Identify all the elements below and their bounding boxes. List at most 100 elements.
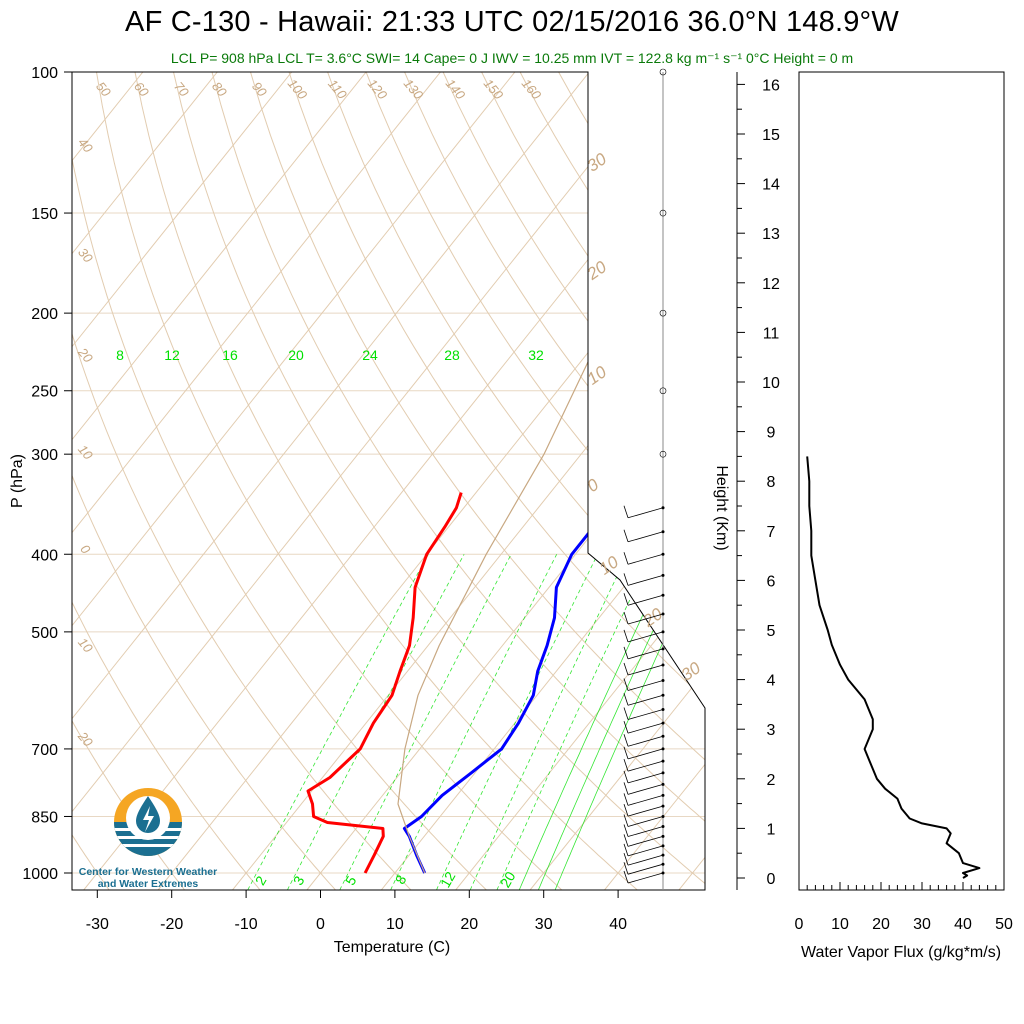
- theta-top-label: 100: [285, 76, 311, 103]
- wind-barb-feather: [623, 814, 629, 827]
- wind-barb: [627, 574, 664, 586]
- wind-barb-feather: [623, 870, 629, 884]
- wind-barb-feather: [623, 593, 629, 606]
- wind-barb-dot: [661, 721, 665, 725]
- height-tick-label: 8: [767, 474, 776, 491]
- wind-barb: [627, 507, 664, 519]
- theta-top-label: 50: [93, 79, 114, 100]
- dry-adiabat-line: [72, 72, 487, 890]
- theta-top-label: 80: [209, 79, 230, 100]
- height-tick-label: 13: [762, 226, 780, 243]
- theta-left-label: 10: [75, 442, 96, 463]
- x-axis-label: Temperature (C): [334, 939, 450, 956]
- y-tick-label: 850: [31, 809, 58, 826]
- wind-barb: [627, 835, 664, 847]
- wind-barb-dot: [661, 678, 665, 682]
- isotherm-line: [72, 72, 590, 890]
- flux-tick-label: 50: [995, 916, 1013, 933]
- theta-left-label: 0: [77, 542, 94, 558]
- isotherm-line: [604, 72, 705, 890]
- mixing-ratio-bottom-label: 12: [437, 869, 459, 891]
- theta-top-label: 120: [365, 76, 391, 103]
- wind-barb: [627, 863, 664, 875]
- wind-barb: [627, 694, 664, 706]
- wind-barb-dot: [661, 853, 665, 857]
- wind-barbs: [623, 68, 667, 884]
- wind-barb-dot: [661, 530, 665, 534]
- wind-barb-dot: [661, 862, 665, 866]
- theta-e-right-label: 10: [596, 552, 623, 579]
- dry-adiabat-line: [250, 72, 705, 890]
- wind-barb-feather: [623, 843, 629, 857]
- height-tick-label: 12: [762, 276, 780, 293]
- wind-barb-feather: [623, 629, 629, 643]
- theta-top-label: 150: [481, 76, 507, 103]
- wind-barb-feather: [623, 611, 629, 625]
- mixing-ratio-bottom-label: 5: [342, 873, 360, 888]
- flux-frame: [798, 71, 1005, 891]
- dry-adiabat-line: [288, 72, 705, 890]
- theta-top-label: 70: [171, 79, 192, 100]
- wind-barb-dot: [661, 506, 665, 510]
- dry-adiabat-line: [72, 72, 261, 890]
- calm-wind-circle: [659, 387, 667, 395]
- mixing-ratio-label: 20: [288, 347, 304, 363]
- calm-wind-circle: [659, 450, 667, 458]
- isotherm-line: [306, 72, 705, 890]
- y-tick-label: 1000: [22, 866, 58, 883]
- height-tick-label: 9: [767, 425, 776, 442]
- x-tick-label: -30: [86, 916, 109, 933]
- wind-barb-dot: [661, 814, 665, 818]
- height-tick-label: 16: [762, 77, 780, 94]
- wind-barb-feather: [623, 693, 629, 706]
- wind-barb-dot: [661, 825, 665, 829]
- mixing-ratio-bottom-label: 8: [392, 872, 410, 887]
- dry-adiabat-line: [635, 72, 705, 890]
- isotherm-line: [72, 72, 218, 890]
- wind-barb: [627, 709, 664, 720]
- wind-barb-feather: [623, 646, 629, 659]
- mixing-ratio-line: [339, 554, 512, 890]
- dry-adiabat-line: [442, 72, 705, 890]
- wind-barb: [627, 680, 664, 691]
- wind-barb-feather: [623, 662, 629, 676]
- isotherm-line: [529, 72, 705, 890]
- x-tick-label: 30: [535, 916, 553, 933]
- wind-barb: [627, 783, 664, 795]
- wind-barb-dot: [661, 793, 665, 797]
- theta-top-label: 60: [131, 79, 152, 100]
- theta-top-label: 90: [249, 79, 270, 100]
- flux-tick-label: 0: [795, 916, 804, 933]
- skewt-profiles: [306, 72, 705, 874]
- wind-barb: [627, 613, 664, 625]
- wind-barb-feather: [623, 834, 629, 847]
- wind-barb: [627, 760, 664, 772]
- theta-e-right-label: 30: [678, 658, 705, 685]
- y-tick-label: 150: [31, 206, 58, 223]
- isotherm-line: [72, 72, 293, 890]
- wind-barb-dot: [661, 871, 665, 875]
- dry-adiabat-line: [327, 72, 705, 890]
- height-axis-label: Height (Km): [713, 465, 730, 550]
- theta-e-right-label: 0: [584, 475, 603, 496]
- wind-barb-dot: [661, 612, 665, 616]
- wind-barb: [627, 531, 664, 543]
- wind-barb-dot: [661, 747, 665, 751]
- x-tick-label: 40: [609, 916, 627, 933]
- calm-wind-circle: [659, 309, 667, 317]
- x-tick-label: -10: [235, 916, 258, 933]
- y-tick-label: 300: [31, 447, 58, 464]
- calm-wind-circle: [659, 68, 667, 76]
- wind-barb: [627, 816, 664, 827]
- theta-left-label: 20: [74, 344, 96, 366]
- flux-axis-label: Water Vapor Flux (g/kg*m/s): [801, 944, 1001, 961]
- wind-barb-dot: [661, 552, 665, 556]
- flux-tick-label: 10: [831, 916, 849, 933]
- chart-title: AF C-130 - Hawaii: 21:33 UTC 02/15/2016 …: [125, 6, 899, 38]
- isotherm-line: [72, 72, 441, 890]
- wind-barb: [627, 648, 664, 660]
- mixing-ratio-line: [518, 554, 672, 890]
